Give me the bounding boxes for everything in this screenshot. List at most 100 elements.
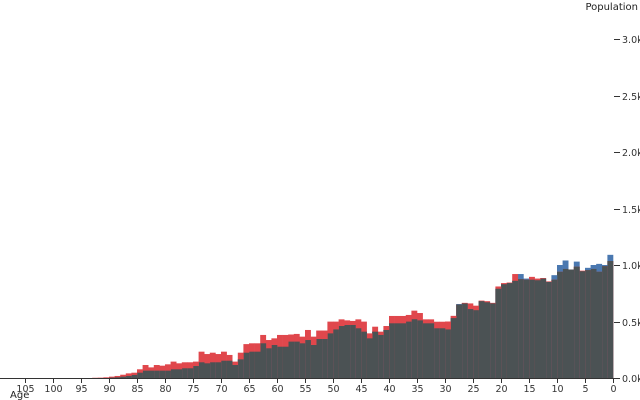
overlap-bar [288,341,295,378]
overlap-bar [590,268,597,378]
overlap-bar [338,326,345,378]
x-tick-label: 20 [495,384,507,395]
y-tick-label: 0.0k [622,374,640,385]
y-axis: 0.0k 0.5k 1.0k 1.5k 2.0k 2.5k 3.0k [614,35,640,385]
y-tick-label: 2.0k [622,148,640,159]
overlap-bar [383,329,390,378]
overlap-bar [394,323,401,378]
overlap-bar [176,369,183,378]
x-tick-label: 85 [131,384,143,395]
female-bar [125,373,132,378]
female-bar [120,374,127,378]
overlap-bar [333,329,339,378]
overlap-bar [540,278,547,378]
overlap-bar [361,331,367,378]
female-bar [103,377,110,378]
overlap-bar [221,360,227,378]
overlap-bar [355,328,362,378]
overlap-bar [601,266,608,378]
overlap-bar [316,339,323,378]
overlap-bar [568,269,575,378]
overlap-bar [170,369,177,378]
overlap-bar [562,268,569,378]
overlap-bar [467,309,474,378]
overlap-bar [153,370,160,378]
overlap-bar [137,372,143,378]
overlap-bar [187,368,194,378]
overlap-bar [506,283,513,378]
overlap-bar [120,376,127,378]
overlap-bar [456,304,463,378]
overlap-bar [377,334,384,378]
x-tick-label: 105 [16,384,34,395]
x-tick-label: 25 [467,384,479,395]
overlap-bar [445,329,451,378]
x-axis-label: Age [10,390,29,400]
overlap-bar [389,323,395,378]
overlap-bar [512,280,519,378]
overlap-bar [310,345,317,378]
overlap-bar [198,362,205,378]
x-tick-label: 70 [215,384,227,395]
overlap-bar [473,310,479,378]
overlap-bar [372,331,379,378]
overlap-bar [271,345,278,378]
x-tick-label: 90 [103,384,115,395]
x-tick-label: 10 [551,384,563,395]
overlap-bar [417,320,423,378]
overlap-bar [204,363,211,378]
overlap-bar [344,325,351,378]
overlap-bar [321,339,328,378]
x-axis: 105 100 95 90 85 80 75 70 65 60 55 50 45 40 35 30 25 20 15… [0,378,617,395]
y-tick-label: 3.0k [622,35,640,46]
overlap-bar [148,370,155,378]
x-tick-label: 95 [75,384,87,395]
y-tick-label: 0.5k [622,318,640,329]
overlap-bar [209,362,216,378]
overlap-bar [422,323,429,378]
x-tick-label: 40 [383,384,395,395]
overlap-bar [114,377,121,378]
overlap-bar [433,328,440,378]
y-tick-label: 2.5k [622,92,640,103]
overlap-bar [299,343,306,378]
overlap-bar [249,351,255,378]
overlap-bar [501,284,507,378]
overlap-bar [428,323,435,378]
overlap-bar [226,360,233,378]
overlap-bar [573,266,580,378]
overlap-bar [260,343,267,378]
overlap-bar [193,366,199,378]
x-tick-label: 50 [327,384,339,395]
overlap-bar [534,280,541,378]
x-tick-label: 5 [582,384,588,395]
overlap-bar [142,370,149,378]
x-tick-label: 30 [439,384,451,395]
x-tick-label: 65 [243,384,255,395]
overlap-bar [495,288,502,378]
overlap-bar [551,279,558,378]
overlap-bar [243,352,250,378]
overlap-bar [596,271,603,378]
overlap-bar [305,340,311,378]
female-bar [114,375,121,378]
overlap-bar [125,375,132,378]
overlap-bar [484,302,491,378]
overlap-bar [545,281,552,378]
overlap-bar [282,346,289,378]
overlap-bar [557,271,563,378]
x-tick-label: 55 [299,384,311,395]
overlap-bar [461,303,468,378]
overlap-bar [131,374,138,378]
overlap-bar [529,279,535,378]
overlap-bar [366,338,373,378]
overlap-bar [411,319,418,378]
x-tick-label: 45 [355,384,367,395]
x-tick-label: 80 [159,384,171,395]
overlap-bar [237,359,244,378]
x-tick-label: 35 [411,384,423,395]
overlap-bar [349,325,356,378]
overlap-bar [181,368,188,378]
overlap-bar [489,303,496,378]
overlap-bar [450,318,457,378]
